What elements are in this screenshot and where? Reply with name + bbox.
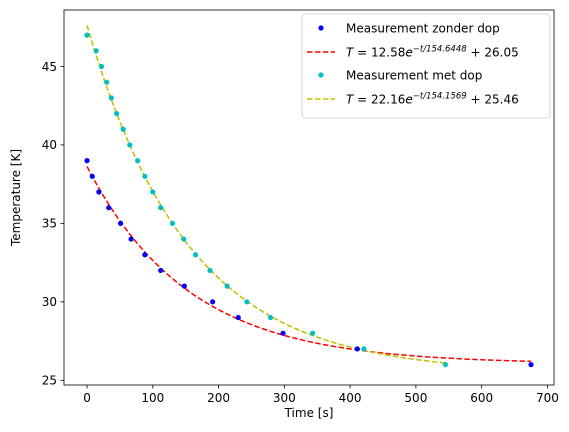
legend-label: T = 12.58e−t/154.6448 + 26.05	[346, 44, 519, 59]
y-tick-label: 40	[42, 138, 57, 152]
legend-label: Measurement zonder dop	[346, 21, 500, 35]
x-tick-label: 300	[273, 391, 296, 405]
plot-area	[84, 25, 534, 368]
data-point	[181, 283, 187, 289]
data-point	[207, 267, 213, 274]
data-point	[224, 283, 230, 289]
data-point	[142, 252, 148, 258]
data-point	[192, 252, 199, 258]
x-tick-label: 0	[83, 391, 91, 405]
data-point	[210, 299, 216, 305]
data-point	[280, 330, 286, 336]
y-tick-label: 25	[42, 374, 57, 388]
x-tick-label: 500	[404, 391, 427, 405]
legend-label: T = 22.16e−t/154.1569 + 25.46	[346, 91, 519, 106]
data-point	[528, 362, 534, 368]
data-point	[96, 189, 102, 195]
data-point	[93, 48, 99, 54]
data-point	[169, 220, 176, 226]
data-point	[310, 330, 316, 336]
y-tick-label: 30	[42, 295, 57, 309]
data-point	[244, 299, 250, 305]
data-point	[104, 79, 110, 85]
legend-marker	[318, 25, 324, 31]
data-point	[117, 220, 124, 226]
data-point	[235, 314, 241, 321]
data-point	[150, 189, 156, 195]
y-tick-label: 45	[42, 60, 57, 74]
data-point	[84, 158, 90, 164]
data-point	[84, 32, 90, 38]
legend-marker	[318, 72, 324, 78]
data-point	[108, 95, 114, 101]
data-point	[89, 173, 95, 179]
data-point	[106, 205, 112, 211]
legend-label: Measurement met dop	[346, 68, 482, 82]
data-point	[158, 205, 164, 211]
data-point	[361, 346, 367, 352]
legend: Measurement zonder dop T = 12.58e−t/154.6…	[301, 13, 551, 119]
x-tick-label: 600	[470, 391, 493, 405]
data-point	[158, 267, 164, 274]
data-point	[354, 346, 360, 352]
axes-frame	[63, 9, 555, 386]
x-tick-label: 200	[207, 391, 230, 405]
x-tick-label: 100	[141, 391, 164, 405]
data-point	[98, 63, 105, 70]
x-tick-label: 700	[536, 391, 559, 405]
axes: 0 100 200 300 400 500 600 700 25 30 35 40 45	[42, 9, 559, 405]
y-axis-label: Temperature [K]	[9, 149, 23, 247]
series-layer	[84, 25, 534, 368]
x-tick-label: 400	[339, 391, 362, 405]
data-point	[142, 173, 148, 179]
data-point	[127, 142, 133, 148]
data-point	[135, 158, 141, 164]
data-point	[128, 236, 134, 242]
data-point	[267, 314, 274, 321]
data-point	[114, 110, 120, 117]
data-point	[181, 236, 187, 242]
legend-box	[301, 13, 551, 119]
data-point	[120, 126, 126, 132]
data-point	[442, 362, 449, 368]
x-axis-label: Time [s]	[284, 406, 334, 420]
y-tick-label: 35	[42, 217, 57, 231]
fit-curve-3	[86, 25, 446, 364]
